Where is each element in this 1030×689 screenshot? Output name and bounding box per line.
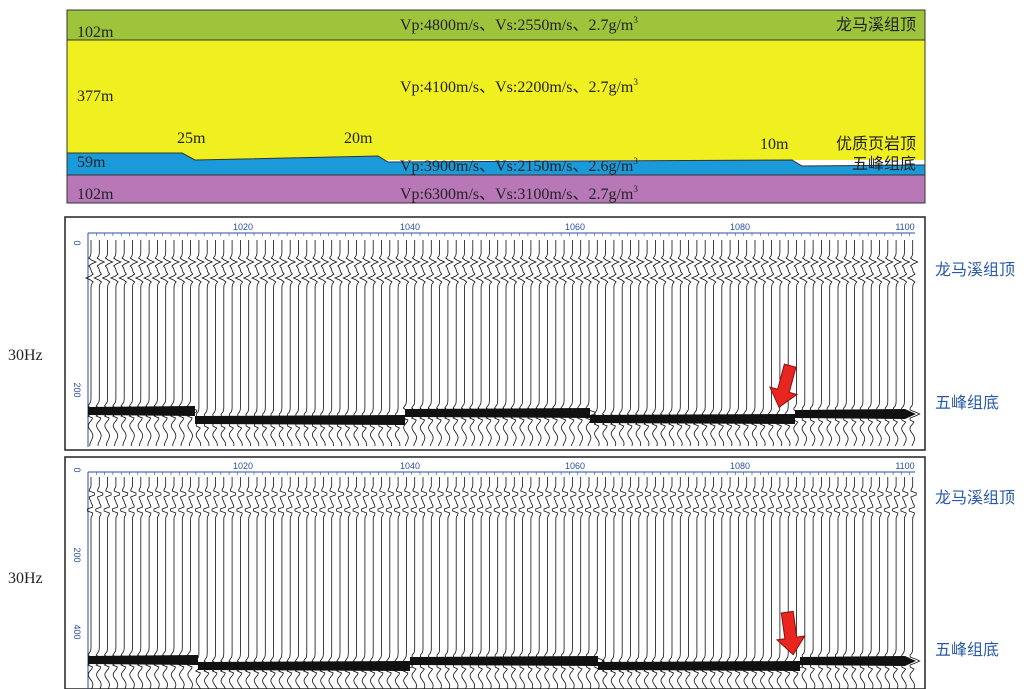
x-tick-label: 1100 (895, 461, 914, 471)
thickness: 377m (77, 88, 114, 105)
x-tick-label: 1060 (565, 461, 585, 471)
horizon-label: 五峰组底 (935, 394, 999, 412)
y-tick-label: 400 (72, 624, 82, 639)
unit-exp: 3 (633, 184, 638, 194)
step-label: 25m (177, 130, 206, 147)
sections: 10201040106010801100020030Hz龙马溪组顶五峰组底102… (8, 217, 1015, 689)
props: Vp:3900m/s、Vs:2150m/s、2.6g/m3 (400, 156, 638, 175)
y-tick-label: 200 (72, 382, 82, 397)
x-tick-label: 1080 (730, 222, 750, 232)
figure: 102m Vp:4800m/s、Vs:2550m/s、2.7g/m3 龙马溪组顶… (0, 0, 1030, 689)
seismic-section: 1020 1040 1060 1080 1100 0 200 400 (65, 457, 925, 689)
y-tick-label: 0 (72, 240, 82, 245)
thickness: 102m (77, 186, 114, 203)
props-text: Vp:4100m/s、Vs:2200m/s、2.7g/m (400, 79, 634, 96)
props-text: Vp:6300m/s、Vs:3100m/s、2.7g/m (400, 186, 634, 203)
props: Vp:4800m/s、Vs:2550m/s、2.7g/m3 (400, 15, 638, 34)
horizon-label: 龙马溪组顶 (935, 261, 1015, 279)
horizon-label: 龙马溪组顶 (935, 489, 1015, 507)
frequency-label: 30Hz (8, 347, 43, 364)
props-text: Vp:4800m/s、Vs:2550m/s、2.7g/m (400, 17, 634, 34)
x-tick-label: 1040 (400, 222, 420, 232)
x-tick-label: 1020 (233, 461, 253, 471)
props: Vp:4100m/s、Vs:2200m/s、2.7g/m3 (400, 77, 638, 96)
layer-name: 五峰组底 (852, 155, 916, 173)
step-label: 10m (760, 136, 789, 153)
top-label: 优质页岩顶 (836, 135, 916, 153)
x-tick-label: 1040 (400, 461, 420, 471)
thickness: 102m (77, 24, 114, 41)
step-label: 20m (344, 130, 373, 147)
props-text: Vp:3900m/s、Vs:2150m/s、2.6g/m (400, 158, 634, 175)
frequency-label: 30Hz (8, 570, 43, 587)
x-tick-label: 1020 (233, 222, 253, 232)
horizon-label: 五峰组底 (935, 641, 999, 659)
x-tick-label: 1100 (895, 222, 914, 232)
thickness: 59m (77, 154, 106, 171)
unit-exp: 3 (633, 77, 638, 87)
seismic-section: 1020 1040 1060 1080 1100 0 200 (65, 217, 925, 450)
x-tick-label: 1060 (565, 222, 585, 232)
unit-exp: 3 (633, 156, 638, 166)
layer-name: 龙马溪组顶 (836, 16, 916, 34)
unit-exp: 3 (633, 15, 638, 25)
model: 102m Vp:4800m/s、Vs:2550m/s、2.7g/m3 龙马溪组顶… (67, 10, 925, 203)
props: Vp:6300m/s、Vs:3100m/s、2.7g/m3 (400, 184, 638, 203)
x-tick-label: 1080 (730, 461, 750, 471)
y-tick-label: 0 (72, 467, 82, 472)
y-tick-label: 200 (72, 547, 82, 562)
